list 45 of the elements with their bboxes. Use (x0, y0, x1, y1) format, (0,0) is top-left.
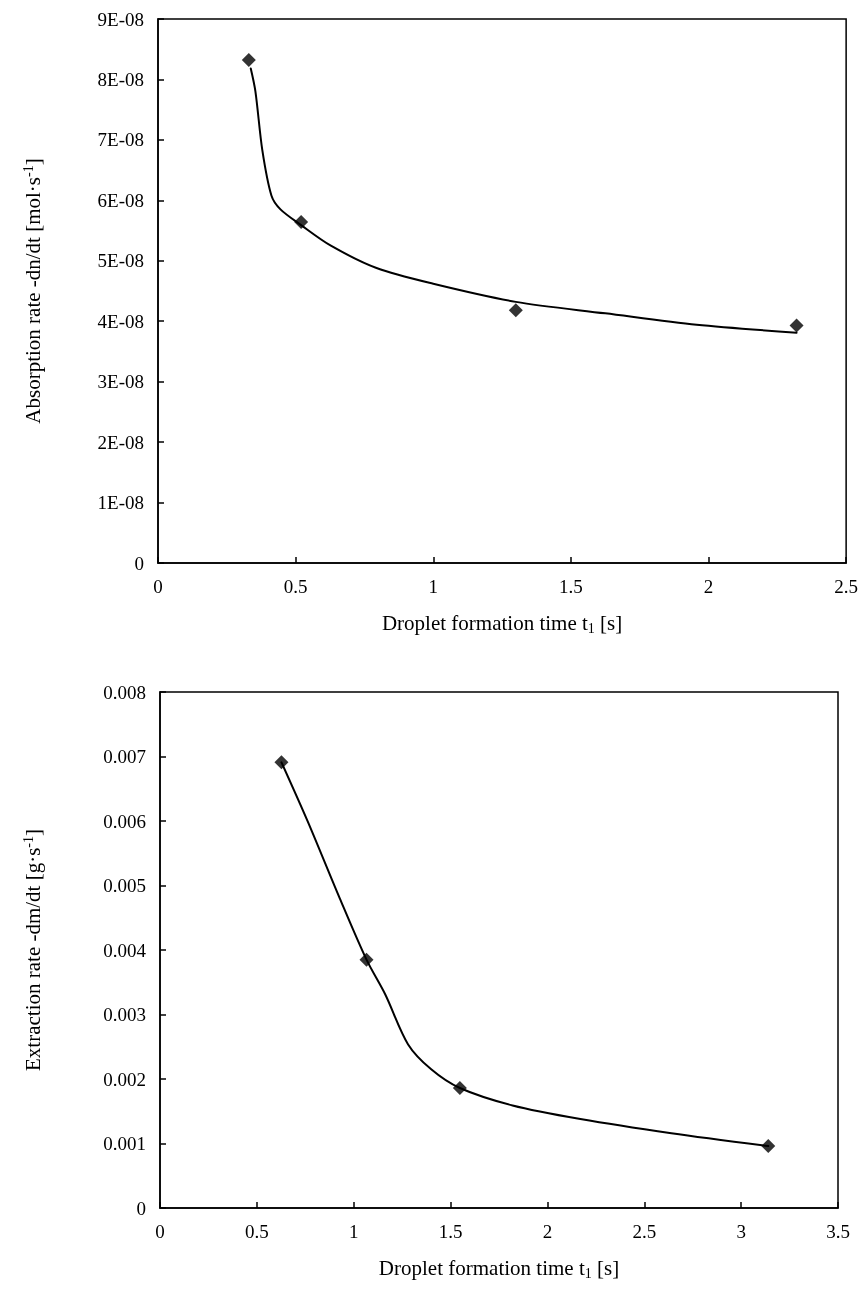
y-tick-label: 0.005 (103, 875, 146, 896)
x-tick-label: 1.5 (559, 576, 583, 597)
y-tick-label: 4E-08 (97, 310, 144, 332)
y-tick-label: 8E-08 (97, 68, 144, 90)
y-tick-label: 0.002 (103, 1068, 146, 1090)
point (789, 318, 804, 333)
point (241, 53, 256, 68)
x-axis-title: Droplet formation time t1 [s] (381, 611, 623, 636)
x-tick-label: 3.5 (826, 1221, 850, 1242)
point (294, 215, 309, 230)
y-tick-label: 0.008 (103, 681, 146, 703)
point (359, 952, 374, 967)
y-tick-label: 1E-08 (97, 492, 144, 514)
point (274, 755, 289, 770)
x-tick-label: 1 (348, 1221, 359, 1242)
x-tick-label: 2.5 (834, 576, 858, 597)
y-tick-label: 0.004 (103, 939, 147, 961)
y-tick-label: 6E-08 (97, 189, 144, 211)
point (761, 1139, 776, 1154)
y-tick-label: 0.003 (103, 1004, 146, 1025)
y-tick-label: 0 (136, 1197, 146, 1219)
x-tick-label: 2.5 (632, 1221, 657, 1242)
y-tick-label: 9E-08 (97, 8, 144, 30)
x-tick-label: 0.5 (244, 1221, 269, 1242)
x-tick-label: 2 (703, 576, 714, 597)
x-tick-label: 1.5 (438, 1221, 463, 1242)
x-tick-label: 1 (428, 576, 438, 597)
y-tick-label: 5E-08 (97, 250, 144, 272)
x-tick-label: 0.5 (283, 576, 308, 597)
x-axis-title: Droplet formation time t1 [s] (378, 1256, 620, 1281)
y-tick-label: 0.001 (103, 1133, 146, 1154)
point (452, 1081, 467, 1096)
y-tick-label: 3E-08 (97, 371, 144, 393)
y-tick-label: 0.007 (103, 746, 146, 767)
y-tick-label: 7E-08 (97, 129, 144, 151)
x-tick-label: 3 (736, 1221, 746, 1242)
y-tick-label: 2E-08 (97, 431, 144, 453)
point (508, 303, 523, 318)
y-tick-label: 0.006 (103, 810, 146, 832)
x-tick-label: 2 (542, 1221, 553, 1242)
y-axis-title: Extraction rate -dm/dt [g·s-1] (20, 829, 45, 1071)
y-tick-label: 0 (134, 552, 144, 574)
y-axis-title: Absorption rate -dn/dt [mol·s-1] (20, 158, 45, 424)
x-tick-label: 0 (155, 1221, 165, 1242)
x-tick-label: 0 (153, 576, 163, 597)
